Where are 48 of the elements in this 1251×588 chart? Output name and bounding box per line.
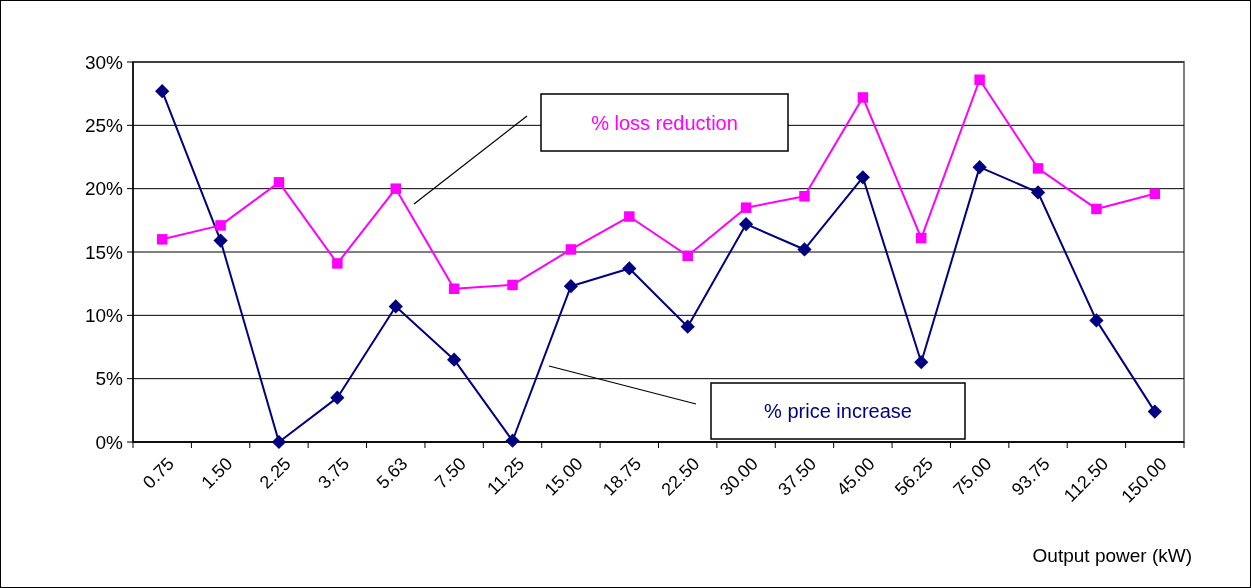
y-tick-label: 10% <box>84 304 124 326</box>
point <box>855 170 870 185</box>
point <box>797 242 812 257</box>
y-tick-label: 15% <box>84 241 124 263</box>
point <box>740 202 752 213</box>
point <box>271 434 287 450</box>
point <box>916 232 927 244</box>
y-tick-label: 5% <box>95 368 124 390</box>
series-label: % price increase <box>764 400 912 422</box>
point <box>388 299 403 314</box>
y-tick-label: 30% <box>84 51 124 73</box>
point <box>1089 313 1104 328</box>
point <box>1030 185 1046 200</box>
point <box>563 279 579 294</box>
point <box>624 211 635 222</box>
point <box>156 234 168 245</box>
point <box>680 319 695 334</box>
point <box>332 258 343 269</box>
text: % loss reduction <box>591 111 738 134</box>
point <box>799 191 810 202</box>
point <box>1091 203 1102 215</box>
point <box>505 433 520 448</box>
point <box>738 217 754 232</box>
point <box>1147 404 1162 419</box>
point <box>213 233 228 248</box>
point <box>974 74 985 85</box>
point <box>565 244 577 255</box>
point <box>1149 188 1161 199</box>
point <box>914 355 929 370</box>
point <box>155 84 170 99</box>
point <box>390 183 401 194</box>
point <box>507 279 518 291</box>
point <box>857 92 869 103</box>
x-tick-label: 5.63 <box>372 453 412 493</box>
y-tick-label: 20% <box>84 178 124 200</box>
y-tick-label: 0% <box>95 431 124 453</box>
point <box>215 220 226 231</box>
x-tick-label: 7.50 <box>430 453 470 493</box>
x-axis-title: Output power (kW) <box>1032 545 1192 566</box>
point <box>972 160 987 175</box>
point <box>447 352 462 367</box>
point <box>448 283 460 294</box>
point <box>622 261 637 276</box>
point <box>1032 163 1044 174</box>
point <box>330 390 345 405</box>
point <box>682 250 693 262</box>
y-tick-label: 25% <box>84 114 124 136</box>
point <box>273 177 285 188</box>
